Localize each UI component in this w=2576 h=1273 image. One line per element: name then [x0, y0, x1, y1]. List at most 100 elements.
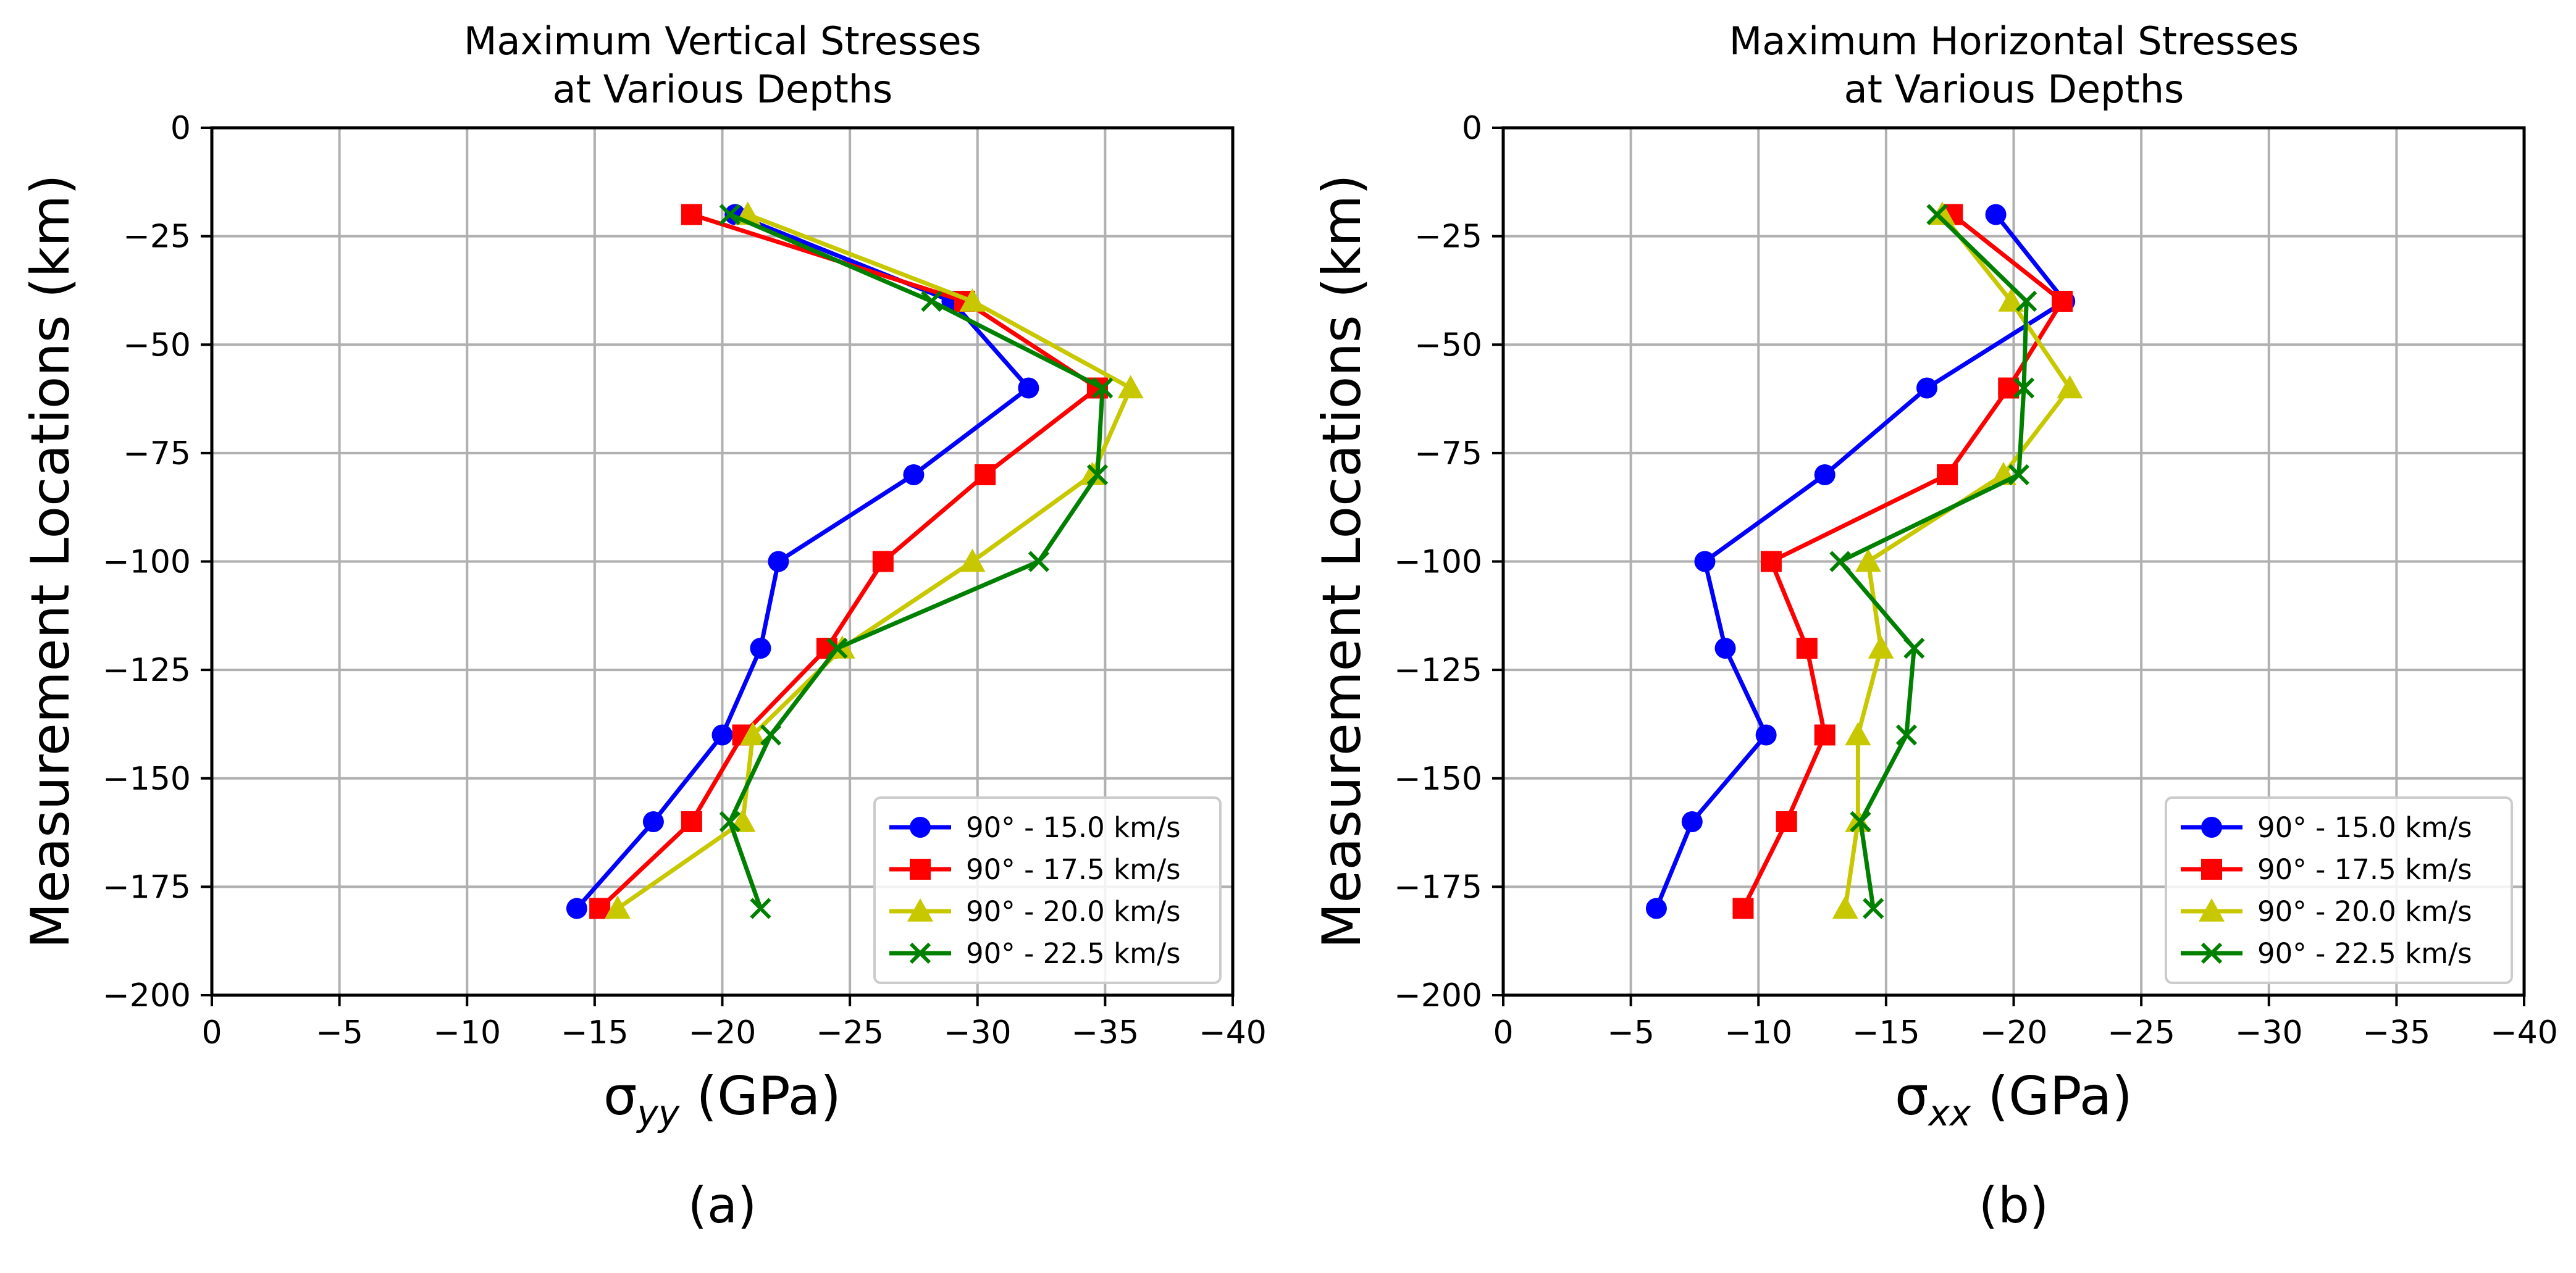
legend-entry: 90° - 17.5 km/s: [889, 853, 1181, 886]
legend-entry: 90° - 15.0 km/s: [2181, 811, 2472, 844]
x-tick-label: −15: [1852, 1014, 1920, 1051]
data-point: [1714, 638, 1736, 659]
data-point: [1117, 375, 1144, 399]
data-point: [959, 288, 986, 312]
legend-label: 90° - 15.0 km/s: [966, 811, 1181, 844]
data-point: [1868, 635, 1894, 659]
legend-entry: 90° - 22.5 km/s: [889, 937, 1181, 970]
legend-entry: 90° - 22.5 km/s: [2181, 937, 2472, 970]
series-circle: [566, 204, 1039, 919]
y-tick-label: −75: [123, 435, 191, 472]
data-point: [2008, 464, 2029, 486]
data-point: [1760, 551, 1782, 572]
data-point: [1929, 201, 1955, 225]
y-tick-label: −150: [103, 761, 191, 798]
data-point: [1776, 811, 1797, 832]
data-point: [1832, 895, 1858, 919]
x-tick-label: −35: [1072, 1014, 1139, 1051]
y-tick-label: −125: [1394, 652, 1482, 689]
y-tick-label: −125: [103, 652, 191, 689]
y-tick-label: −50: [1414, 327, 1482, 364]
data-point: [1985, 204, 2007, 225]
data-point: [740, 722, 766, 746]
series-x: [719, 204, 1114, 919]
data-point: [681, 811, 702, 832]
x-axis-label: σyy (GPa): [603, 1066, 841, 1134]
legend-label: 90° - 15.0 km/s: [2257, 811, 2472, 844]
data-point: [1079, 462, 1105, 485]
data-point: [1814, 724, 1836, 746]
x-tick-label: −10: [433, 1014, 501, 1051]
panel-label: (a): [688, 1177, 757, 1234]
x-axis-label: σxx (GPa): [1895, 1066, 2133, 1134]
legend-box: [873, 796, 1222, 984]
x-tick-label: −20: [689, 1014, 757, 1051]
legend-entry: 90° - 17.5 km/s: [2181, 853, 2472, 886]
data-point: [566, 898, 587, 919]
x-tick-label: −35: [2363, 1014, 2431, 1051]
data-point: [1092, 377, 1114, 399]
data-point: [2052, 291, 2073, 312]
legend-marker: [909, 942, 931, 964]
x-axis-label-unit: (GPa): [679, 1066, 841, 1127]
data-point: [711, 724, 733, 746]
y-tick-label: −75: [1414, 435, 1482, 472]
legend-label: 90° - 22.5 km/s: [966, 937, 1181, 970]
y-tick-label: −100: [103, 544, 191, 581]
legend-entry: 90° - 20.0 km/s: [2181, 895, 2472, 928]
series-x: [1829, 204, 2037, 919]
data-point: [1916, 377, 1937, 399]
y-tick-label: −100: [1394, 544, 1482, 581]
data-point: [1028, 551, 1050, 572]
chart-title-line: at Various Depths: [553, 67, 893, 112]
data-point: [1645, 898, 1667, 919]
legend: 90° - 15.0 km/s 90° - 17.5 km/s 90° - 20.0…: [873, 796, 1222, 984]
legend-box: [2165, 796, 2513, 984]
x-axis-label-symbol: σ: [603, 1066, 637, 1127]
legend-marker: [2201, 817, 2222, 838]
data-point: [760, 724, 782, 746]
data-point: [1937, 464, 1958, 485]
legend-entry: 90° - 20.0 km/s: [889, 895, 1181, 928]
data-point: [959, 548, 986, 572]
y-tick-label: −25: [1414, 219, 1482, 256]
x-tick-label: −30: [2235, 1014, 2303, 1051]
x-tick-label: −15: [561, 1014, 629, 1051]
x-tick-label: −25: [2107, 1014, 2175, 1051]
legend-marker: [2201, 942, 2223, 964]
x-tick-label: −5: [1607, 1014, 1655, 1051]
y-tick-label: −200: [103, 977, 191, 1014]
data-point: [1755, 724, 1777, 746]
data-point: [1681, 811, 1703, 832]
data-point: [681, 204, 702, 225]
legend-label: 90° - 17.5 km/s: [2257, 853, 2472, 886]
data-point: [1694, 551, 1716, 572]
y-tick-label: −150: [1394, 761, 1482, 798]
data-point: [719, 811, 741, 833]
y-axis-label: Measurement Locations (km): [20, 174, 82, 948]
data-point: [921, 290, 942, 312]
x-axis-label-symbol: σ: [1895, 1066, 1929, 1127]
legend-label: 90° - 20.0 km/s: [966, 895, 1181, 928]
legend-entry: 90° - 15.0 km/s: [889, 811, 1181, 844]
data-point: [1086, 464, 1109, 486]
data-point: [1018, 377, 1039, 399]
series-triangle: [1832, 201, 2083, 919]
data-point: [642, 811, 664, 832]
data-point: [1796, 638, 1818, 659]
y-axis-label: Measurement Locations (km): [1311, 174, 1373, 948]
data-point: [2016, 290, 2037, 312]
x-tick-label: 0: [1493, 1014, 1513, 1051]
data-point: [872, 551, 894, 572]
legend-marker: [2201, 859, 2222, 880]
y-tick-label: 0: [1462, 110, 1482, 147]
x-tick-label: −40: [2490, 1014, 2558, 1051]
x-axis-label-subscript: yy: [636, 1092, 680, 1134]
y-tick-label: −175: [103, 869, 191, 906]
legend-label: 90° - 20.0 km/s: [2257, 895, 2472, 928]
legend-marker: [2199, 898, 2225, 922]
data-point: [1814, 464, 1836, 485]
data-point: [903, 464, 925, 485]
